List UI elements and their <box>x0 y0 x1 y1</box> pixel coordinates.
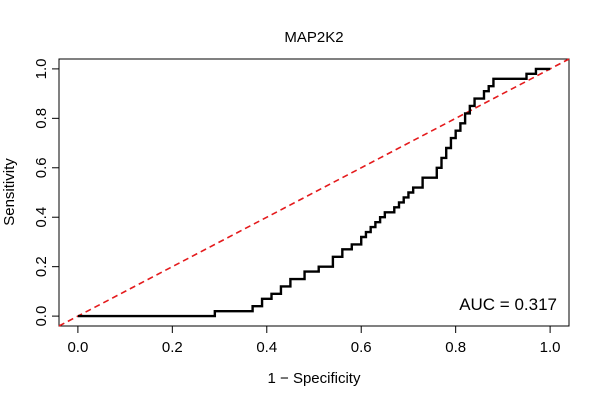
auc-annotation: AUC = 0.317 <box>459 295 557 314</box>
x-tick-label: 0.8 <box>445 339 466 356</box>
y-tick-label: 0.6 <box>33 157 50 178</box>
x-tick-label: 0.4 <box>256 339 277 356</box>
x-tick-label: 1.0 <box>540 339 561 356</box>
y-axis: 0.0 0.2 0.4 0.6 0.8 1.0 <box>33 58 60 327</box>
y-tick-label: 0.0 <box>33 306 50 327</box>
chart-title: MAP2K2 <box>284 29 343 46</box>
x-tick-label: 0.2 <box>162 339 183 356</box>
y-tick-label: 0.8 <box>33 108 50 129</box>
reference-diagonal-line <box>58 58 570 327</box>
x-tick-label: 0.0 <box>67 339 88 356</box>
y-tick-label: 0.4 <box>33 207 50 228</box>
x-tick-label: 0.6 <box>351 339 372 356</box>
x-axis: 0.0 0.2 0.4 0.6 0.8 1.0 <box>67 325 561 356</box>
roc-curve-line <box>77 67 551 318</box>
y-tick-label: 0.2 <box>33 256 50 277</box>
y-axis-label: Sensitivity <box>1 158 18 226</box>
y-tick-label: 1.0 <box>33 58 50 79</box>
x-axis-label: 1 − Specificity <box>268 370 361 387</box>
